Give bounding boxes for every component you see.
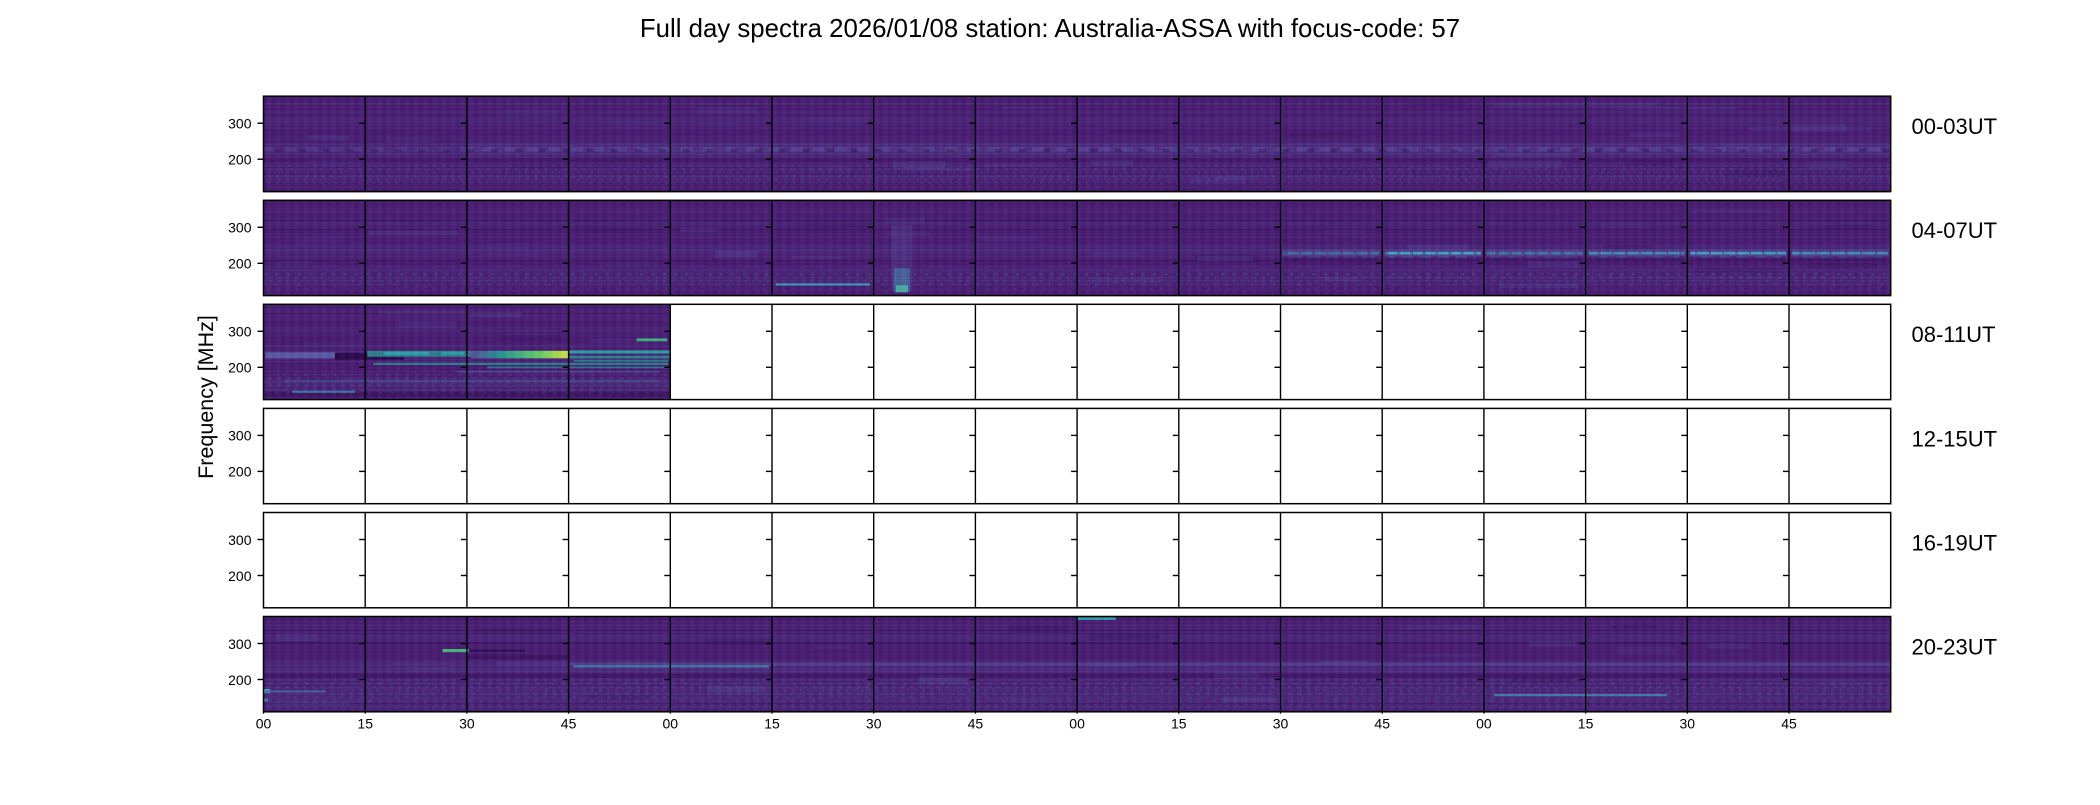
svg-text:15: 15 xyxy=(764,715,780,731)
svg-text:200: 200 xyxy=(228,360,252,376)
svg-text:45: 45 xyxy=(561,715,577,731)
svg-text:00: 00 xyxy=(663,715,679,731)
svg-text:20-23UT: 20-23UT xyxy=(1912,634,1998,659)
svg-text:200: 200 xyxy=(228,256,252,272)
svg-text:12-15UT: 12-15UT xyxy=(1912,426,1998,451)
svg-text:45: 45 xyxy=(968,715,984,731)
svg-text:15: 15 xyxy=(357,715,373,731)
svg-text:15: 15 xyxy=(1171,715,1187,731)
svg-text:Frequency [MHz]: Frequency [MHz] xyxy=(194,315,218,479)
svg-text:45: 45 xyxy=(1374,715,1390,731)
svg-text:00-03UT: 00-03UT xyxy=(1912,114,1998,139)
svg-text:30: 30 xyxy=(1680,715,1696,731)
svg-text:00: 00 xyxy=(1476,715,1492,731)
svg-text:15: 15 xyxy=(1578,715,1594,731)
svg-text:30: 30 xyxy=(866,715,882,731)
svg-text:300: 300 xyxy=(228,324,252,340)
svg-text:200: 200 xyxy=(228,464,252,480)
svg-text:30: 30 xyxy=(459,715,475,731)
svg-text:300: 300 xyxy=(228,116,252,132)
svg-text:00: 00 xyxy=(1069,715,1085,731)
svg-text:300: 300 xyxy=(228,636,252,652)
svg-text:Full day spectra 2026/01/08 st: Full day spectra 2026/01/08 station: Aus… xyxy=(640,15,1460,43)
svg-text:08-11UT: 08-11UT xyxy=(1912,322,1996,347)
svg-text:300: 300 xyxy=(228,428,252,444)
svg-text:16-19UT: 16-19UT xyxy=(1912,530,1998,555)
svg-text:200: 200 xyxy=(228,672,252,688)
svg-text:45: 45 xyxy=(1781,715,1797,731)
svg-text:300: 300 xyxy=(228,220,252,236)
svg-text:300: 300 xyxy=(228,532,252,548)
svg-text:04-07UT: 04-07UT xyxy=(1912,218,1998,243)
svg-text:00: 00 xyxy=(256,715,272,731)
svg-text:200: 200 xyxy=(228,568,252,584)
svg-text:200: 200 xyxy=(228,152,252,168)
svg-text:30: 30 xyxy=(1273,715,1289,731)
